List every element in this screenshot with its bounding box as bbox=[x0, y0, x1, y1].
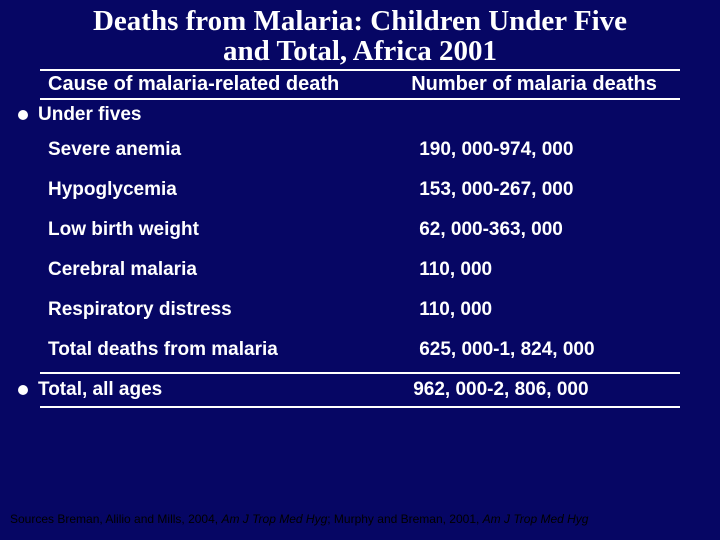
value-cell: 625, 000-1, 824, 000 bbox=[411, 339, 680, 361]
sources-line: Sources Breman, Alilio and Mills, 2004, … bbox=[10, 512, 710, 526]
sources-ital2: Am J Trop Med Hyg bbox=[483, 512, 589, 526]
header-number: Number of malaria deaths bbox=[411, 71, 680, 98]
table-row: Low birth weight 62, 000-363, 000 bbox=[40, 210, 680, 250]
sources-prefix: Sources Breman, Alilio and Mills, 2004, bbox=[10, 512, 221, 526]
value-cell: 153, 000-267, 000 bbox=[411, 179, 680, 201]
table-body: Under fives Severe anemia 190, 000-974, … bbox=[40, 100, 680, 408]
cause-cell: Hypoglycemia bbox=[40, 179, 411, 201]
table-row: Respiratory distress 110, 000 bbox=[40, 290, 680, 330]
value-cell: 110, 000 bbox=[411, 299, 680, 321]
title-line2: and Total, Africa 2001 bbox=[223, 35, 497, 67]
sources-ital1: Am J Trop Med Hyg bbox=[221, 512, 327, 526]
section-total-all-ages: Total, all ages 962, 000-2, 806, 000 bbox=[40, 372, 680, 408]
slide-title: Deaths from Malaria: Children Under Five… bbox=[0, 0, 720, 67]
bullet-icon bbox=[18, 110, 28, 120]
sources-mid: ; Murphy and Breman, 2001, bbox=[327, 512, 482, 526]
total-value: 962, 000-2, 806, 000 bbox=[411, 379, 680, 401]
section-label: Under fives bbox=[38, 104, 141, 126]
bullet-icon bbox=[18, 385, 28, 395]
title-line1: Deaths from Malaria: Children Under Five bbox=[93, 5, 627, 37]
section-under-fives: Under fives bbox=[40, 100, 680, 130]
header-cause: Cause of malaria-related death bbox=[40, 71, 411, 98]
cause-cell: Respiratory distress bbox=[40, 299, 411, 321]
table-row: Severe anemia 190, 000-974, 000 bbox=[40, 130, 680, 170]
value-cell: 62, 000-363, 000 bbox=[411, 219, 680, 241]
value-cell: 110, 000 bbox=[411, 259, 680, 281]
cause-cell: Total deaths from malaria bbox=[40, 339, 411, 361]
cause-cell: Severe anemia bbox=[40, 139, 411, 161]
total-label: Total, all ages bbox=[38, 379, 411, 401]
cause-cell: Cerebral malaria bbox=[40, 259, 411, 281]
cause-cell: Low birth weight bbox=[40, 219, 411, 241]
table-row: Hypoglycemia 153, 000-267, 000 bbox=[40, 170, 680, 210]
table-header: Cause of malaria-related death Number of… bbox=[40, 69, 680, 100]
table-row: Cerebral malaria 110, 000 bbox=[40, 250, 680, 290]
value-cell: 190, 000-974, 000 bbox=[411, 139, 680, 161]
table-row: Total deaths from malaria 625, 000-1, 82… bbox=[40, 330, 680, 370]
